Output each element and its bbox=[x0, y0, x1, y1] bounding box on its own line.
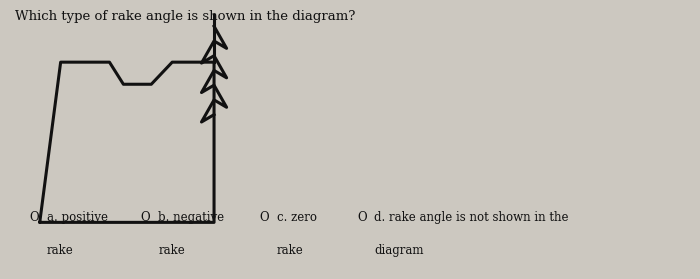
Text: O: O bbox=[29, 211, 39, 224]
Text: O: O bbox=[357, 211, 367, 224]
Text: a. positive: a. positive bbox=[47, 211, 108, 224]
Text: O: O bbox=[141, 211, 150, 224]
Text: c. zero: c. zero bbox=[276, 211, 317, 224]
Text: O: O bbox=[260, 211, 269, 224]
Text: b. negative: b. negative bbox=[158, 211, 225, 224]
Text: rake: rake bbox=[276, 244, 304, 258]
Text: Which type of rake angle is shown in the diagram?: Which type of rake angle is shown in the… bbox=[15, 10, 356, 23]
Text: rake: rake bbox=[158, 244, 185, 258]
Text: rake: rake bbox=[47, 244, 74, 258]
Text: d. rake angle is not shown in the: d. rake angle is not shown in the bbox=[374, 211, 569, 224]
Text: diagram: diagram bbox=[374, 244, 424, 258]
